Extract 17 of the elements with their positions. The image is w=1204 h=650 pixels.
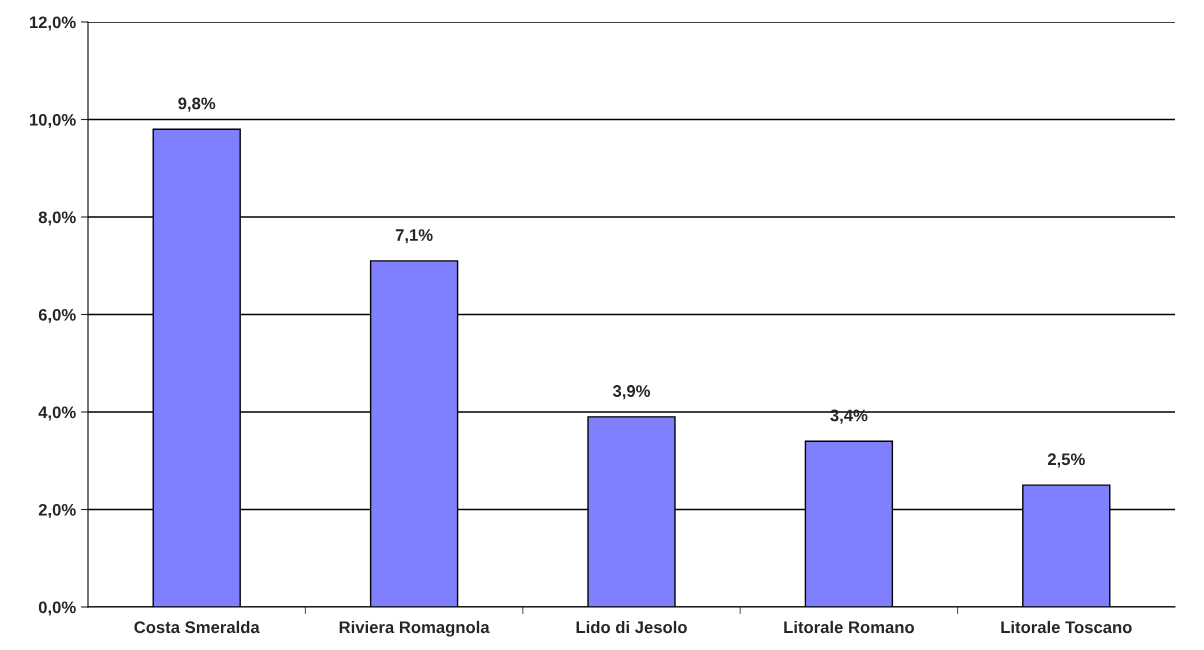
y-tick-label: 6,0%: [38, 308, 76, 324]
y-tick-label: 12,0%: [29, 16, 76, 31]
data-label: 7,1%: [395, 229, 433, 244]
data-label: 3,9%: [612, 385, 651, 400]
data-label: 2,5%: [1047, 453, 1085, 468]
y-tick-label: 4,0%: [38, 406, 76, 421]
y-tick-label: 8,0%: [38, 211, 76, 226]
y-tick-label: 10,0%: [29, 113, 76, 129]
y-tick-label: 2,0%: [38, 503, 76, 519]
data-label: 9,8%: [178, 97, 216, 112]
x-tick-label: Riviera Romagnola: [339, 620, 490, 637]
data-label: 3,4%: [830, 409, 868, 424]
x-tick-label: Lido di Jesolo: [576, 620, 687, 634]
x-tick-label: Litorale Romano: [784, 620, 914, 634]
y-tick-label: 0,0%: [38, 601, 76, 616]
x-tick-label: Costa Smeralda: [134, 620, 260, 634]
x-tick-label: Litorale Toscano: [1001, 620, 1132, 634]
